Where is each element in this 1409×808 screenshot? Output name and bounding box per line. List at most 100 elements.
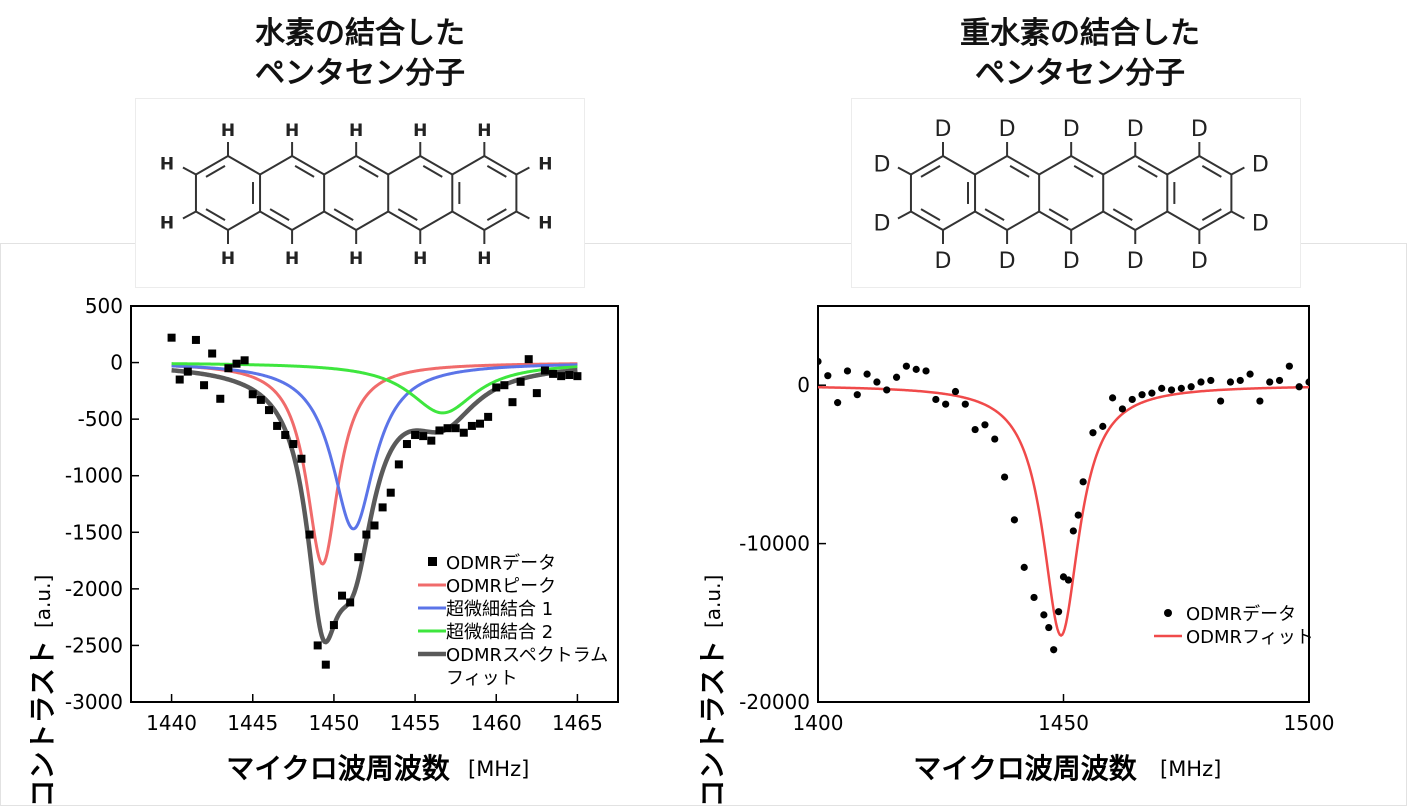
substituent-bond [182,166,197,176]
data-point [902,362,910,370]
data-point [321,660,330,669]
data-point [1089,429,1097,437]
data-point [912,365,920,373]
atom-label: H [221,121,235,141]
data-point [232,359,241,368]
legend-marker-data [1164,609,1172,617]
bond [387,155,421,176]
double-bond [205,208,226,221]
y-tick-label: -10000 [739,532,810,556]
x-tick-label: 1450 [1038,711,1089,735]
substituent-bond [897,210,912,220]
chart-right: 1400 1450 1500 0 -10000 -20000 マイクロ波周波数 [MHz] コン… [696,305,1334,808]
bond [323,155,357,176]
atom-label: H [285,249,299,269]
bond [451,155,485,176]
data-point [264,406,273,415]
bond [1102,210,1136,231]
double-bond [1073,165,1094,178]
data-point [1054,608,1063,616]
y-axis-label-group: コントラスト [a.u.] [696,575,729,808]
legend-label: ODMRデータ [1186,604,1296,625]
atom-label: D [935,117,952,142]
bond [1102,155,1136,176]
data-point [1000,473,1009,481]
data-point [516,377,525,386]
double-bond [1048,208,1069,221]
left-title-line1: 水素の結合した [255,16,465,51]
data-point [863,370,871,378]
data-point [313,641,322,650]
x-tick-label: 1460 [471,711,522,735]
double-bond [486,208,507,221]
y-tick-label: 500 [85,294,123,318]
atom-label: H [477,121,491,141]
x-tick-label: 1440 [146,711,197,735]
data-point [394,460,403,469]
atom-label: D [999,249,1016,274]
data-point [208,349,217,358]
data-point [1256,397,1264,405]
double-bond [920,165,941,178]
data-point [370,521,379,530]
y-axis-label-group: コントラスト [a.u.] [26,575,59,808]
atom-label: D [1191,249,1208,274]
data-point [240,356,249,365]
data-point [378,503,387,512]
atom-label: H [160,155,174,175]
bond [1038,210,1072,231]
data-point [435,426,444,435]
data-point [1246,370,1254,378]
atom-label: H [413,121,427,141]
x-axis-unit: [MHz] [1160,757,1221,781]
data-point [573,372,582,381]
data-point [354,553,363,562]
double-bond [984,208,1005,221]
y-axis-unit: [a.u.] [31,575,55,628]
data-point [1128,395,1136,404]
data-point [248,390,257,399]
bond [259,210,293,231]
y-axis-unit: [a.u.] [701,575,725,628]
data-point [402,440,411,449]
legend-label: ODMRデータ [446,553,556,574]
data-point [1197,378,1205,386]
substituent-bond [182,210,197,220]
bond [195,210,229,231]
bond [910,210,944,231]
data-point [883,386,891,394]
right-title-line2: ペンタセン分子 [975,56,1185,91]
data-point [459,428,468,437]
data-point [971,425,979,434]
legend-label: フィット [446,668,518,689]
atom-label: H [349,249,363,269]
data-point [951,387,960,396]
data-point [873,378,881,386]
data-point [419,432,428,441]
data-point [1079,478,1087,486]
x-tick-label: 1400 [793,711,844,735]
data-point [476,419,485,428]
data-point [273,421,282,430]
right-molecule-box [851,98,1301,288]
bond [419,155,453,176]
data-point [492,383,501,392]
data-point [532,389,541,398]
data-point [411,430,420,439]
data-point [508,398,517,407]
atom-label: D [1252,212,1269,237]
pentacene-h-structure: H H H H H H H H H H H H H H [160,121,553,269]
data-point [1167,386,1176,394]
bond [1070,155,1104,176]
data-point [443,424,452,433]
bond [227,155,261,176]
double-bond [1201,165,1222,178]
y-tick-label: -500 [78,407,123,431]
series-line-2 [171,363,578,531]
data-point [557,372,566,381]
plot-frame [130,305,619,703]
data-point [824,372,832,380]
double-bond [358,165,379,178]
atom-label: D [873,153,890,178]
chart-left: 1440 1445 1450 1455 1460 1465 500 0 -500 -1000 -15… [26,294,619,808]
